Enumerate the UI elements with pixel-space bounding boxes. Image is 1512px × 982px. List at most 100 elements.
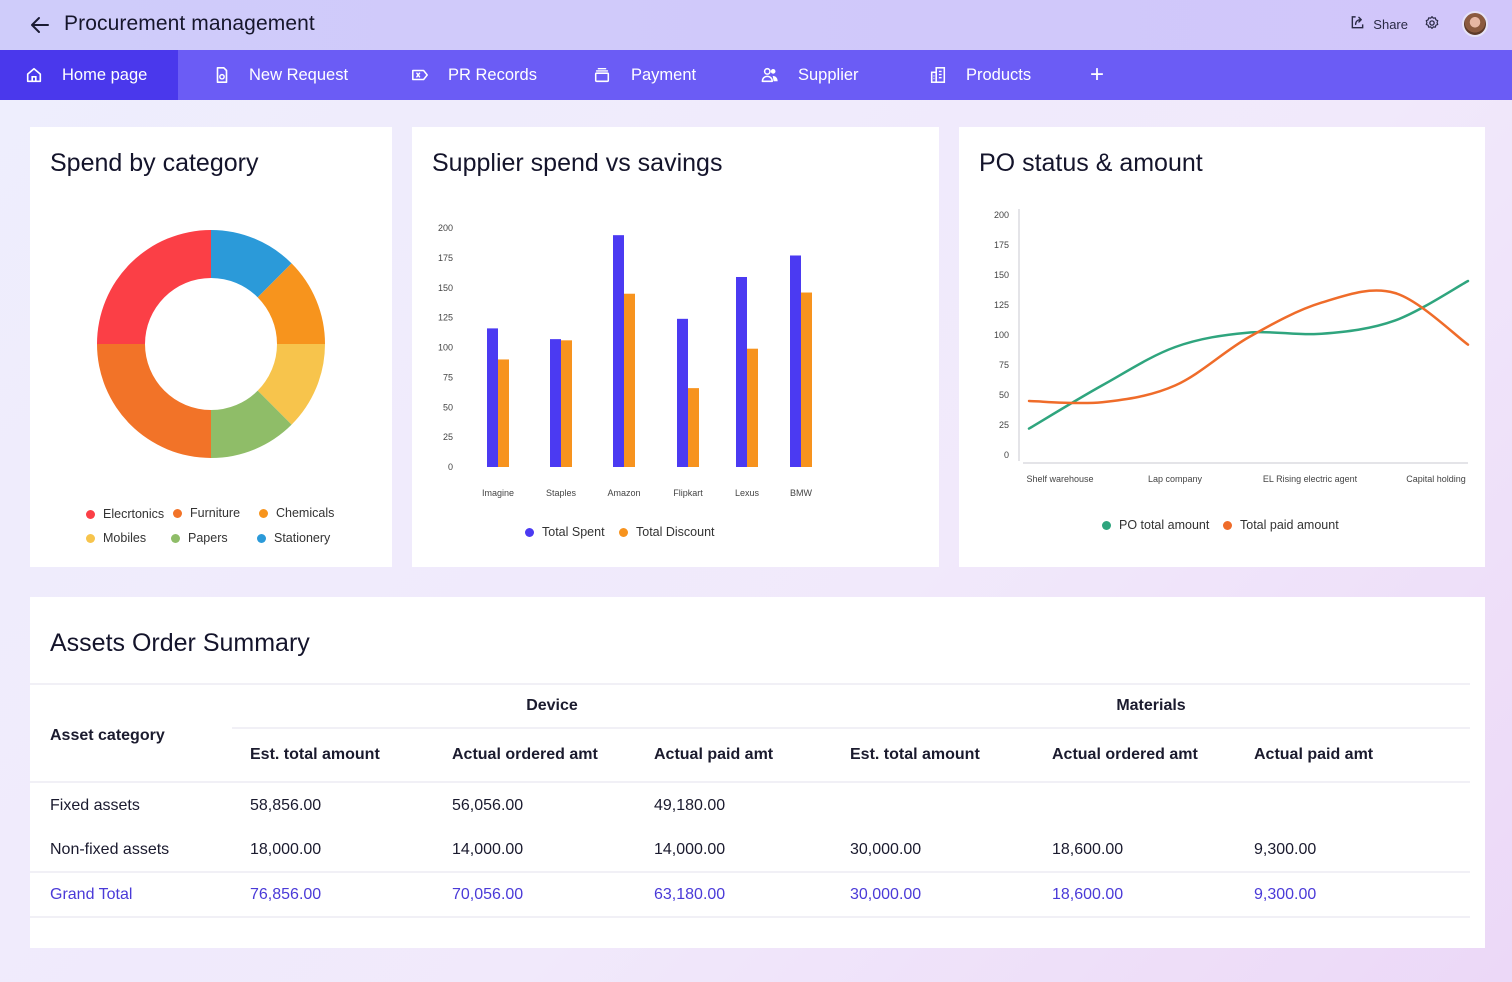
- legend-label: Total paid amount: [1240, 518, 1339, 532]
- legend-dot: [257, 533, 266, 543]
- bar-total-spent-flipkart[interactable]: [677, 318, 688, 467]
- table-row: Non-fixed assets 18,000.00 14,000.00 14,…: [30, 828, 1470, 872]
- x-tick-label: Staples: [546, 488, 577, 498]
- stack-icon: [592, 65, 612, 85]
- po-status-card: PO status & amount 0 25 50 75 100 125 150 175 20…: [959, 127, 1485, 567]
- legend-item-papers: Papers: [171, 531, 228, 545]
- legend-label: Elecrtonics: [103, 507, 165, 521]
- nav-item-products[interactable]: Products: [874, 50, 1034, 100]
- x-tick-label: Imagine: [482, 488, 514, 498]
- x-tick-label: Lexus: [735, 488, 760, 498]
- bar-total-discount-bmw[interactable]: [801, 292, 812, 467]
- line-total-paid-amount[interactable]: [1027, 289, 1470, 405]
- supplier-spend-card: Supplier spend vs savings 0 25 50 75 100 125 1…: [412, 127, 939, 567]
- row-label: Fixed assets: [50, 796, 140, 814]
- table-cell: 49,180.00: [654, 796, 726, 814]
- donut-slice-chemicals[interactable]: [257, 263, 325, 344]
- y-tick-label: 175: [994, 240, 1009, 250]
- y-tick-label: 175: [438, 253, 453, 263]
- legend-item-total-discount: Total Discount: [619, 525, 715, 539]
- x-tick-label: Shelf warehouse: [1026, 474, 1093, 484]
- line-po-total-amount[interactable]: [1027, 279, 1470, 430]
- add-tab-button[interactable]: +: [1034, 50, 1104, 100]
- bar-total-discount-imagine[interactable]: [498, 359, 509, 467]
- x-tick-label: Lap company: [1148, 474, 1203, 484]
- main-nav: Home page New Request PR Records Payment…: [0, 50, 1512, 100]
- nav-item-pr-records[interactable]: PR Records: [358, 50, 554, 100]
- legend-dot: [619, 527, 628, 537]
- gear-icon[interactable]: [1424, 15, 1442, 33]
- grand-total-row: Grand Total 76,856.00 70,056.00 63,180.0…: [30, 872, 1470, 917]
- y-tick-label: 0: [448, 462, 453, 472]
- bar-total-discount-lexus[interactable]: [747, 348, 758, 467]
- bar-total-discount-flipkart[interactable]: [688, 388, 699, 467]
- app-title: Procurement management: [64, 12, 315, 35]
- card-title: PO status & amount: [979, 149, 1203, 177]
- assets-order-summary-card: Assets Order Summary Asset category Devi…: [30, 597, 1485, 948]
- bar-total-discount-amazon[interactable]: [624, 293, 635, 467]
- y-tick-label: 25: [999, 420, 1009, 430]
- donut-slice-elecrtonics[interactable]: [97, 230, 211, 344]
- table-cell: 14,000.00: [452, 840, 524, 858]
- x-tick-label: Flipkart: [673, 488, 703, 498]
- table-cell: [1236, 782, 1470, 828]
- donut-slice-stationery[interactable]: [211, 230, 292, 298]
- legend-dot: [171, 533, 180, 543]
- nav-item-home-page[interactable]: Home page: [0, 50, 178, 100]
- bar-chart: 0 25 50 75 100 125 150 175 200 Imagine Staples Amaz…: [438, 223, 813, 498]
- nav-item-label: Home page: [62, 65, 148, 84]
- bar-total-spent-imagine[interactable]: [487, 328, 498, 467]
- legend-label: Mobiles: [103, 531, 147, 545]
- y-tick-label: 125: [994, 300, 1009, 310]
- legend-label: Stationery: [274, 531, 331, 545]
- legend-dot: [86, 509, 95, 519]
- column-header-asset-category: Asset category: [50, 727, 165, 744]
- table-cell: 63,180.00: [654, 885, 726, 903]
- legend-dot: [1223, 520, 1232, 530]
- nav-item-payment[interactable]: Payment: [554, 50, 720, 100]
- nav-item-supplier[interactable]: Supplier: [720, 50, 874, 100]
- table-cell: 9,300.00: [1254, 885, 1317, 903]
- line-chart: 0 25 50 75 100 125 150 175 200 Shelf warehouse Lap…: [994, 209, 1470, 484]
- y-tick-label: 0: [1004, 450, 1009, 460]
- table-cell: 56,056.00: [452, 796, 524, 814]
- bar-total-spent-amazon[interactable]: [613, 235, 624, 467]
- y-tick-label: 75: [999, 360, 1009, 370]
- legend-label: Total Spent: [542, 525, 605, 539]
- bar-total-spent-staples[interactable]: [550, 339, 561, 467]
- share-button[interactable]: Share: [1350, 15, 1408, 33]
- y-tick-label: 150: [994, 270, 1009, 280]
- legend-item-po-total: PO total amount: [1102, 518, 1209, 532]
- nav-item-new-request[interactable]: New Request: [178, 50, 358, 100]
- share-icon: [1350, 15, 1365, 33]
- donut-slice-papers[interactable]: [211, 390, 292, 458]
- bar-total-spent-bmw[interactable]: [790, 255, 801, 467]
- y-tick-label: 100: [438, 343, 453, 353]
- table-cell: 70,056.00: [452, 885, 524, 903]
- legend-item-chemicals: Chemicals: [259, 506, 334, 520]
- table-cell: 9,300.00: [1254, 840, 1317, 858]
- bar-total-discount-staples[interactable]: [561, 340, 572, 467]
- y-tick-label: 200: [438, 223, 453, 233]
- x-tick-label: BMW: [790, 488, 813, 498]
- arrow-left-icon[interactable]: [28, 13, 52, 37]
- card-title: Assets Order Summary: [50, 629, 310, 657]
- column-header: Est. total amount: [250, 746, 380, 763]
- legend-dot: [525, 527, 534, 537]
- row-label: Grand Total: [50, 885, 133, 903]
- donut-slice-mobiles[interactable]: [257, 344, 325, 425]
- nav-item-label: Supplier: [798, 65, 859, 84]
- table-cell: 58,856.00: [250, 796, 322, 814]
- bar-total-spent-lexus[interactable]: [736, 276, 747, 467]
- donut-slice-furniture[interactable]: [97, 344, 211, 458]
- nav-item-label: Payment: [631, 65, 697, 84]
- home-icon: [24, 65, 44, 85]
- legend-label: Papers: [188, 531, 228, 545]
- table-cell: 18,600.00: [1052, 840, 1124, 858]
- card-title: Supplier spend vs savings: [432, 149, 723, 177]
- x-tick-label: Capital holding: [1406, 474, 1466, 484]
- legend-item-electronics: Elecrtonics: [86, 507, 164, 521]
- nav-item-label: PR Records: [448, 65, 537, 84]
- user-avatar[interactable]: [1462, 11, 1488, 37]
- y-tick-label: 50: [443, 402, 453, 412]
